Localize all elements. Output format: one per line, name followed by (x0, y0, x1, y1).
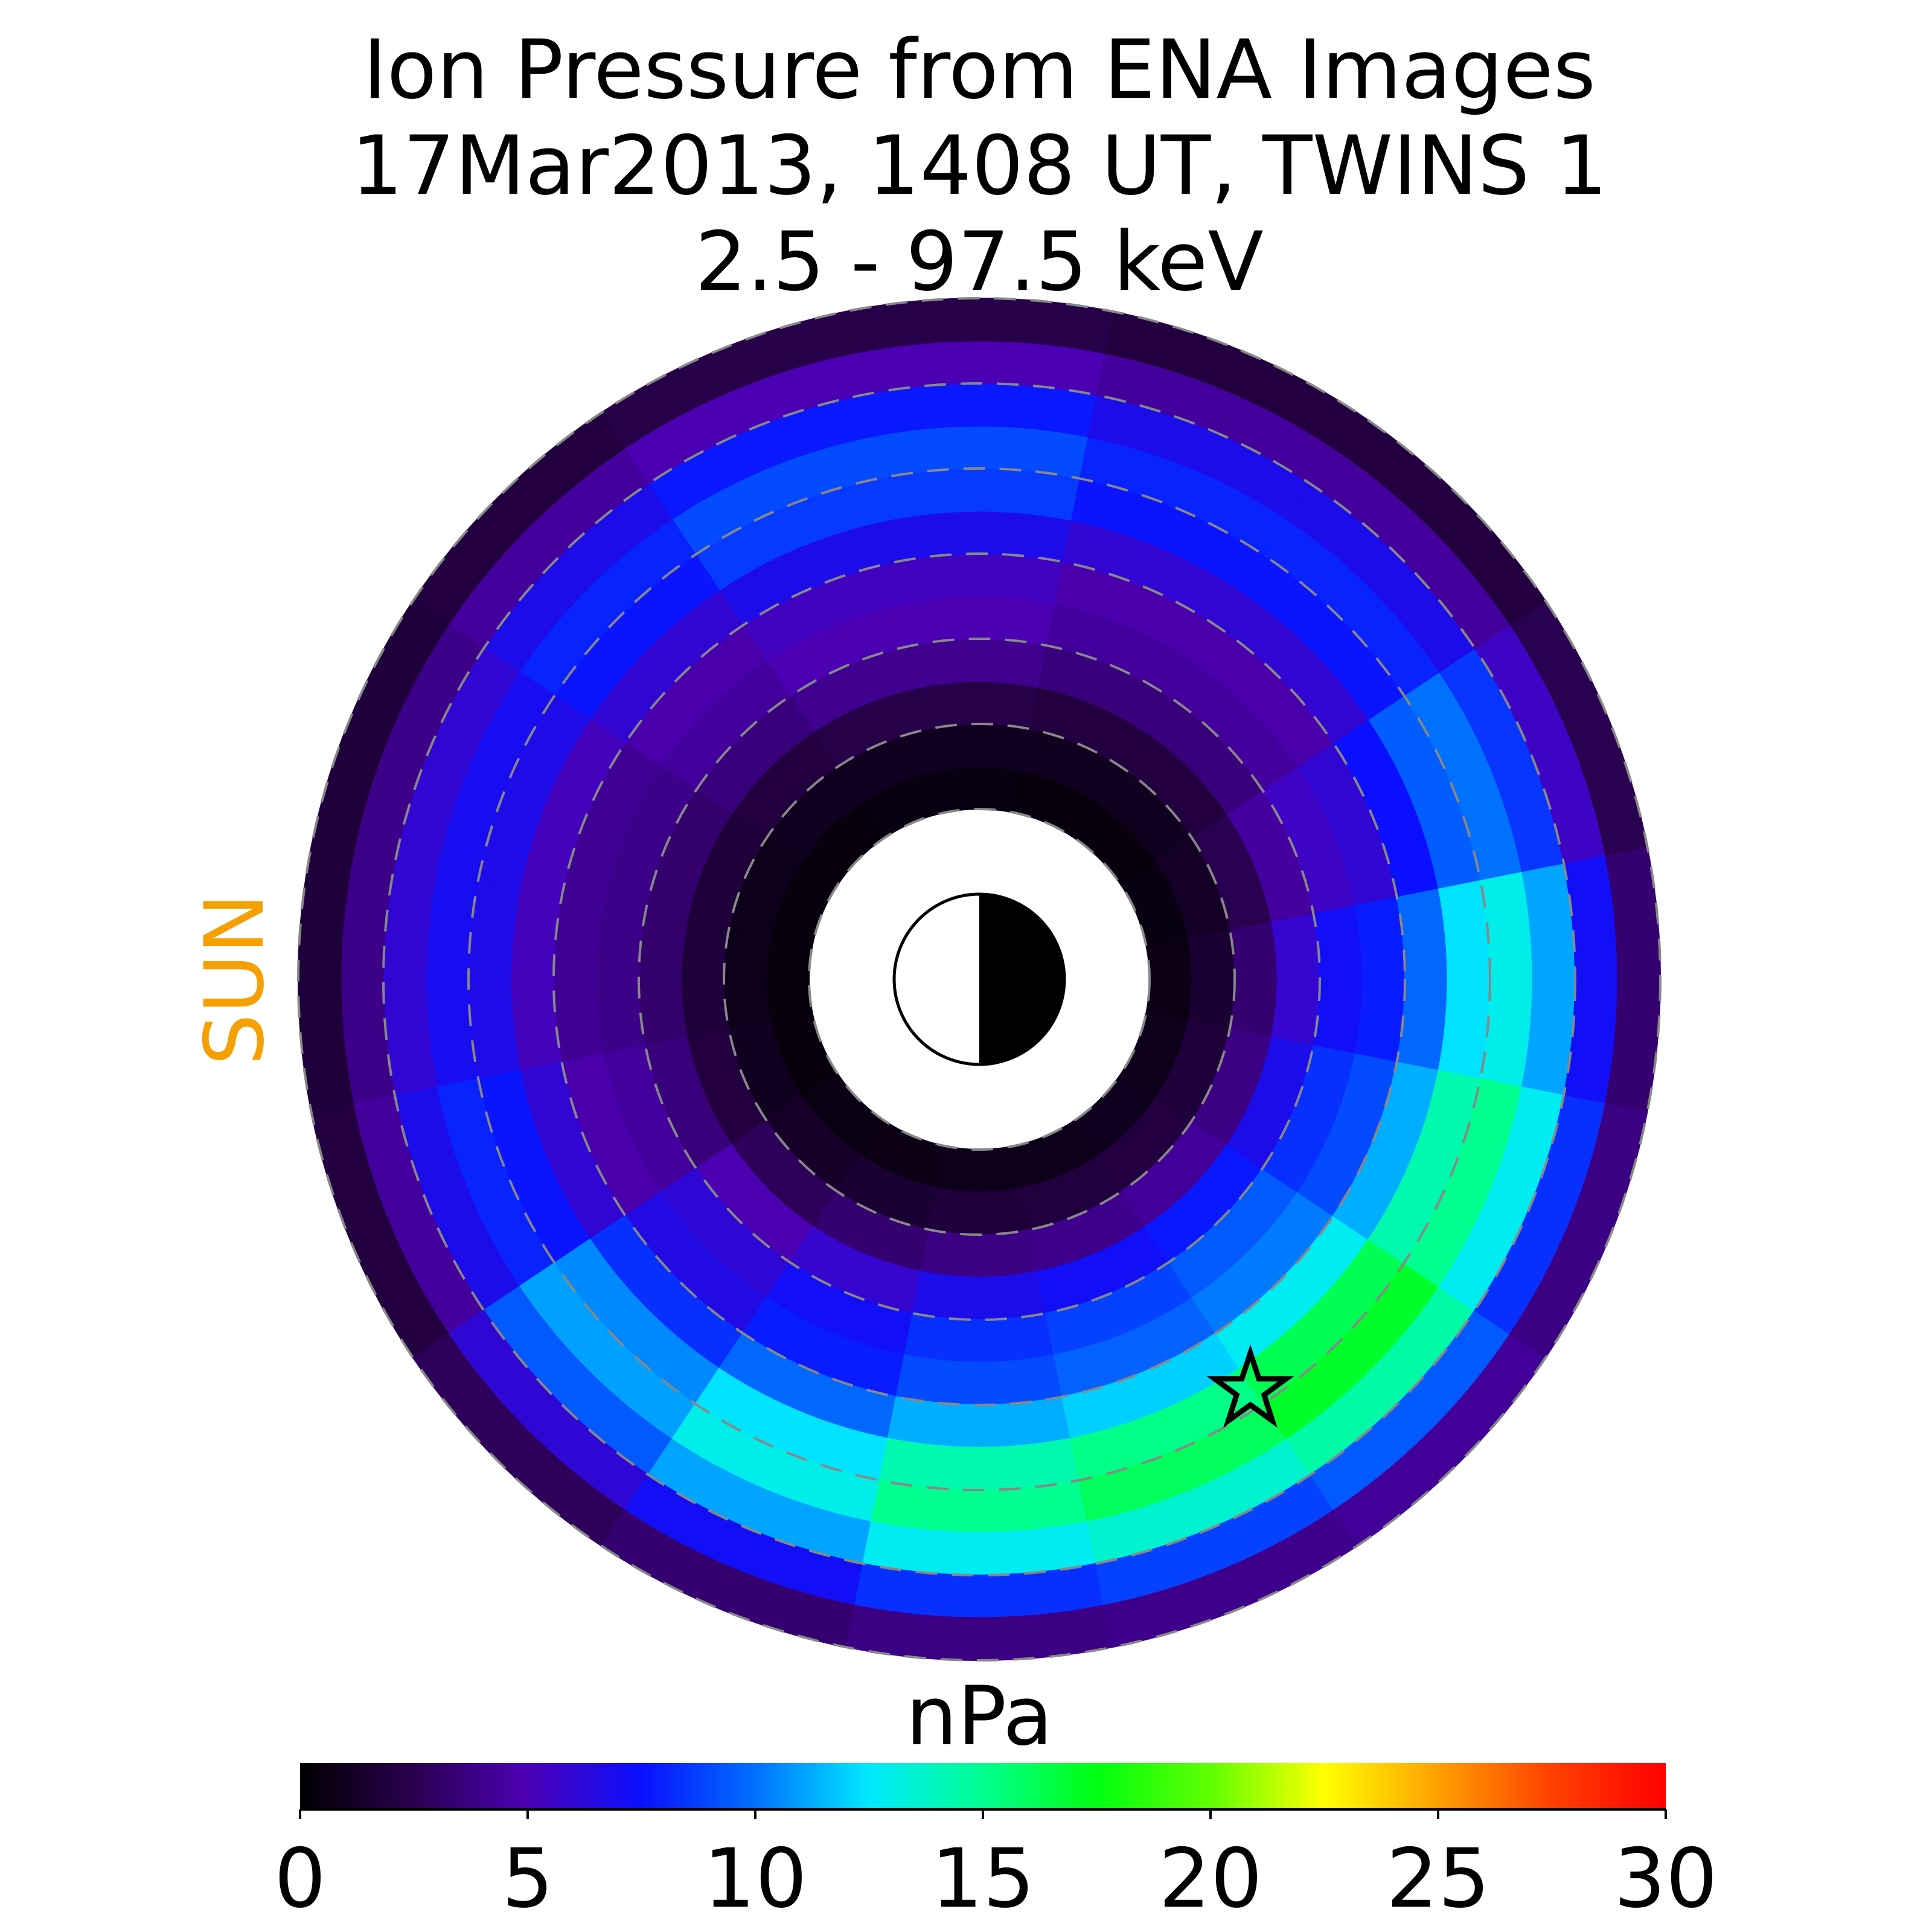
heat-cell (937, 766, 1022, 813)
heat-cell (1354, 895, 1406, 1063)
heat-cell (920, 1229, 1038, 1278)
grid-circle (723, 723, 1236, 1236)
grid-circle (382, 382, 1576, 1576)
grid-circle (552, 552, 1406, 1406)
heat-cell (1229, 920, 1278, 1038)
colorbar-tick-label: 0 (274, 1831, 326, 1926)
title-line: Ion Pressure from ENA Images (363, 22, 1596, 117)
heat-cell (766, 937, 813, 1022)
heat-cell (937, 1145, 1022, 1193)
heat-cell (912, 1270, 1047, 1320)
spacecraft-marker (1206, 1344, 1294, 1428)
grid-circle (297, 297, 1662, 1662)
heat-cell (904, 1312, 1055, 1363)
colorbar-tick-label: 25 (1386, 1831, 1490, 1926)
colorbar: 0 5 10 15 20 25 30 (274, 1763, 1718, 1926)
title-line: 2.5 - 97.5 keV (695, 214, 1264, 309)
heat-cell (553, 895, 604, 1063)
colorbar-label: nPa (906, 1669, 1053, 1764)
colorbar-tick-label: 5 (502, 1831, 554, 1926)
heat-cell (929, 1187, 1030, 1235)
plot-area (297, 297, 1662, 1662)
grid-circle (638, 638, 1321, 1321)
heat-cell (929, 723, 1030, 772)
colorbar-tick-label: 10 (703, 1831, 807, 1926)
colorbar-tick-label: 15 (931, 1831, 1035, 1926)
colorbar-tick-label: 20 (1159, 1831, 1262, 1926)
grid-circle (467, 467, 1491, 1491)
heat-cell (1187, 929, 1235, 1030)
title-line: 17Mar2013, 1408 UT, TWINS 1 (351, 118, 1608, 213)
heat-cell (895, 1354, 1063, 1406)
heat-cell (1145, 937, 1193, 1022)
colorbar-tick-label: 30 (1614, 1831, 1718, 1926)
earth-night (979, 894, 1064, 1064)
sun-label: SUN (187, 893, 282, 1066)
grid-circle (808, 808, 1151, 1151)
heat-cell (920, 680, 1038, 730)
heat-cell (723, 929, 772, 1030)
heat-cell (680, 920, 730, 1038)
heat-cell (912, 638, 1047, 688)
heat-cell (1270, 912, 1320, 1047)
heat-cell (895, 553, 1063, 604)
heat-cell (638, 912, 688, 1047)
colorbar-gradient (300, 1763, 1666, 1809)
